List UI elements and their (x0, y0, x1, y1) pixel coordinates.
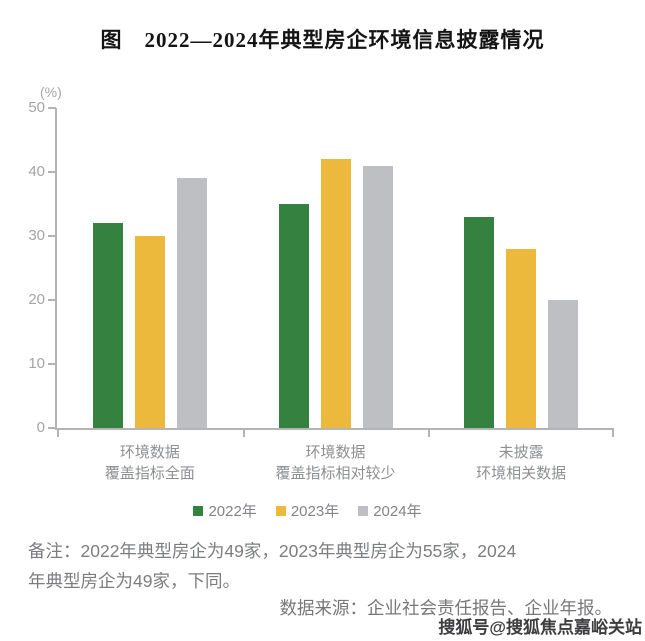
x-axis-category-label-2: 环境数据覆盖指标相对较少 (243, 442, 429, 484)
notes: 备注：2022年典型房企为49家，2023年典型房企为55家，2024 年典型房… (28, 536, 632, 596)
x-axis-tick-0 (57, 428, 59, 437)
y-axis-tick-20 (48, 299, 56, 301)
chart-title: 图 2022—2024年典型房企环境信息披露情况 (100, 28, 545, 52)
y-axis-label-40: 40 (28, 163, 45, 180)
legend-swatch-icon (275, 505, 286, 516)
bar-2024年-group-2 (362, 165, 393, 428)
x-axis-tick-1 (242, 428, 245, 437)
legend-item-2024年: 2024年 (358, 500, 422, 521)
bar-2024年-group-1 (176, 178, 207, 428)
category-label-line: 环境数据 (305, 444, 366, 461)
y-axis-label-30: 30 (28, 227, 45, 244)
category-label-line: 覆盖指标全面 (104, 465, 195, 482)
legend-label: 2022年 (208, 503, 257, 520)
y-axis-tick-0 (48, 427, 56, 429)
note-line-1: 备注：2022年典型房企为49家，2023年典型房企为55家，2024 (28, 541, 517, 561)
watermark: 搜狐号@搜狐焦点嘉峪关站 (438, 618, 642, 637)
x-axis-category-label-3: 未披露 环境相关数据 (428, 442, 614, 484)
legend-swatch-icon (358, 505, 369, 516)
x-axis-tick-3 (612, 428, 614, 437)
data-source: 数据来源：企业社会责任报告、企业年报。 (279, 598, 613, 618)
y-axis-label-10: 10 (28, 355, 45, 372)
y-axis-tick-30 (48, 235, 56, 237)
category-label-line: 环境数据 (119, 444, 180, 461)
bar-2023年-group-1 (134, 236, 165, 428)
category-label-line: 覆盖指标相对较少 (275, 465, 396, 482)
y-axis-tick-50 (48, 107, 56, 109)
note-line-2: 年典型房企为49家，下同。 (28, 571, 240, 591)
legend-item-2023年: 2023年 (275, 500, 340, 521)
bar-2022年-group-1 (92, 223, 123, 428)
legend-swatch-icon (193, 505, 204, 516)
bar-2022年-group-2 (278, 204, 309, 428)
y-axis-unit-label: (%) (40, 84, 62, 100)
legend-item-2022年: 2022年 (193, 500, 257, 521)
bar-2024年-group-3 (548, 300, 579, 428)
y-axis-label-20: 20 (28, 291, 45, 308)
bar-2023年-group-2 (320, 159, 351, 428)
y-axis-label-50: 50 (28, 99, 45, 116)
legend: 2022年 2023年 2024年 (55, 500, 560, 521)
bar-2022年-group-3 (464, 216, 495, 428)
y-axis-tick-40 (48, 171, 56, 173)
x-axis-tick-2 (428, 428, 431, 437)
x-axis-category-label-1: 环境数据覆盖指标全面 (57, 442, 243, 484)
plot-area: 0 10 20 30 40 50 环境数据 覆盖指标全面 环境数据 覆盖指标相对较少 未披露 环境相关… (28, 99, 614, 482)
legend-label: 2023年 (290, 503, 340, 520)
legend-label: 2024年 (373, 503, 422, 520)
y-axis-label-0: 0 (36, 419, 45, 436)
category-label-line: 环境相关数据 (476, 465, 567, 482)
y-axis-tick-10 (48, 363, 56, 365)
category-label-line: 未披露 (498, 444, 544, 461)
bar-2023年-group-3 (506, 248, 537, 428)
